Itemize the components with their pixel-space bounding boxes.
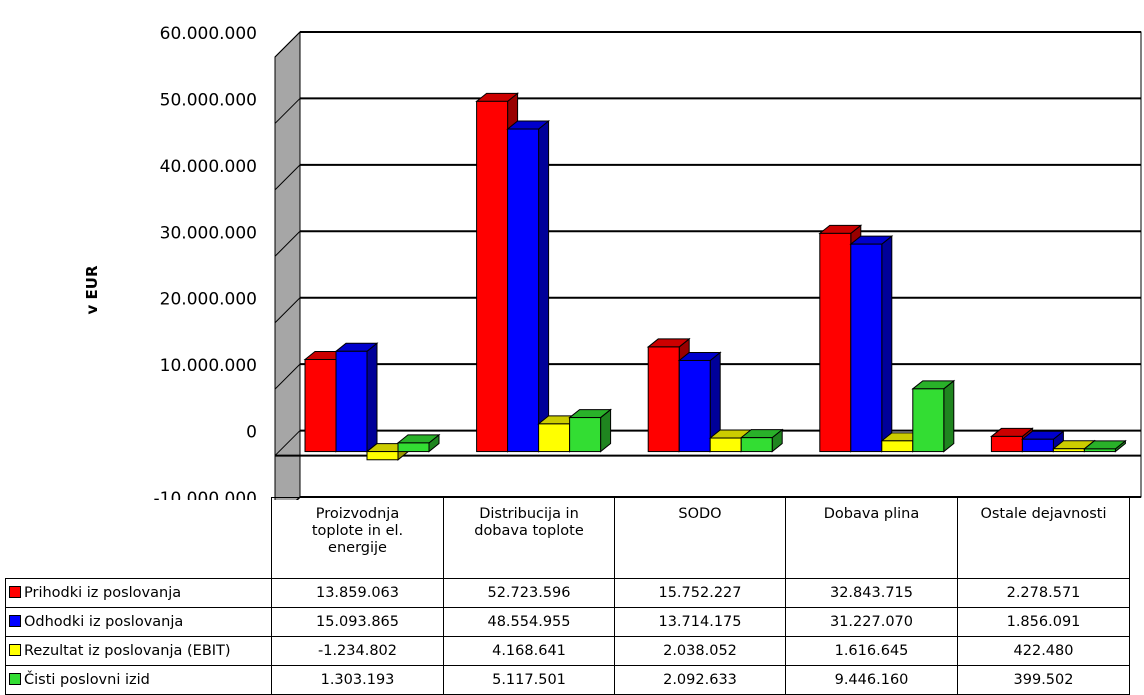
legend-swatch <box>9 644 21 656</box>
legend-swatch <box>9 615 21 627</box>
bar <box>1020 430 1065 453</box>
data-label: 2.038.052 <box>614 636 786 666</box>
bar <box>334 342 379 453</box>
bar <box>849 235 894 453</box>
bar <box>911 379 956 453</box>
y-tick-label: 50.000.000 <box>160 90 257 110</box>
legend-entry: Odhodki iz poslovanja <box>5 607 272 637</box>
data-label: 5.117.501 <box>443 665 615 695</box>
table-row: Rezultat iz poslovanja (EBIT) -1.234.802 4… <box>5 636 1130 666</box>
y-tick-label: -10.000.000 <box>154 489 257 500</box>
legend-entry: Rezultat iz poslovanja (EBIT) <box>5 636 272 666</box>
gridline-side <box>274 430 301 456</box>
y-tick-label: 20.000.000 <box>160 290 257 310</box>
table-row: Odhodki iz poslovanja 15.093.865 48.554.95… <box>5 607 1130 637</box>
y-axis-title: v EUR <box>83 265 101 314</box>
data-label: 422.480 <box>957 636 1130 666</box>
data-label: 2.278.571 <box>957 578 1130 608</box>
table-row: Prihodki iz poslovanja 13.859.063 52.723.5… <box>5 578 1130 608</box>
y-tick-label: 60.000.000 <box>160 24 257 44</box>
bar <box>739 428 784 453</box>
gridline-side <box>274 164 301 191</box>
bar <box>568 408 613 453</box>
data-label: 2.092.633 <box>614 665 786 695</box>
gridline-side <box>274 98 301 124</box>
data-label: 9.446.160 <box>785 665 958 695</box>
gridline-side <box>274 363 301 390</box>
data-label: -1.234.802 <box>271 636 444 666</box>
data-label: 4.168.641 <box>443 636 615 666</box>
data-label: 1.856.091 <box>957 607 1130 637</box>
gridline-side <box>274 31 301 58</box>
legend-swatch <box>9 586 21 598</box>
table-corner <box>5 497 272 579</box>
legend-swatch <box>9 673 21 685</box>
table-row: Čisti poslovni izid 1.303.193 5.117.501 2.0… <box>5 665 1130 695</box>
data-label: 1.303.193 <box>271 665 444 695</box>
chart-plot: -10.000.000 0 10.000.000 20.000.000 30.000.0… <box>83 24 1142 500</box>
data-label: 48.554.955 <box>443 607 615 637</box>
data-label: 399.502 <box>957 665 1130 695</box>
y-tick-label: 30.000.000 <box>160 223 257 243</box>
x-tick-label: SODO <box>614 497 786 579</box>
y-tick-label: 0 <box>246 423 257 443</box>
data-label: 13.714.175 <box>614 607 786 637</box>
data-label: 15.752.227 <box>614 578 786 608</box>
gridline-side <box>274 297 301 324</box>
data-table: Proizvodnja toplote in el. energije Distr… <box>5 497 1130 695</box>
legend-entry: Čisti poslovni izid <box>5 665 272 695</box>
data-label: 32.843.715 <box>785 578 958 608</box>
bar <box>396 433 441 453</box>
data-label: 1.616.645 <box>785 636 958 666</box>
bar <box>1082 439 1127 453</box>
y-tick-label: 10.000.000 <box>160 356 257 376</box>
x-tick-label: Proizvodnja toplote in el. energije <box>271 497 444 579</box>
y-tick-label: 40.000.000 <box>160 157 257 177</box>
data-label: 31.227.070 <box>785 607 958 637</box>
bar <box>677 351 722 453</box>
x-tick-label: Dobava plina <box>785 497 958 579</box>
data-label: 52.723.596 <box>443 578 615 608</box>
x-tick-label: Ostale dejavnosti <box>957 497 1130 579</box>
gridline-side <box>274 230 301 257</box>
data-label: 15.093.865 <box>271 607 444 637</box>
x-tick-label: Distribucija in dobava toplote <box>443 497 615 579</box>
bar <box>506 119 551 453</box>
data-label: 13.859.063 <box>271 578 444 608</box>
legend-entry: Prihodki iz poslovanja <box>5 578 272 608</box>
